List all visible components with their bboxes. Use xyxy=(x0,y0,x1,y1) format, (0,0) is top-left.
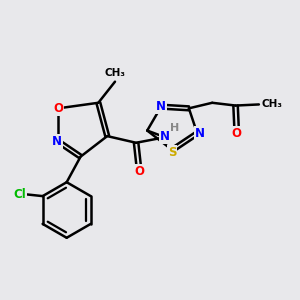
Text: CH₃: CH₃ xyxy=(104,68,125,78)
Text: N: N xyxy=(156,100,166,113)
Text: CH₃: CH₃ xyxy=(262,99,283,110)
Text: N: N xyxy=(160,130,170,143)
Text: O: O xyxy=(134,165,144,178)
Text: O: O xyxy=(232,128,242,140)
Text: Cl: Cl xyxy=(13,188,26,201)
Text: N: N xyxy=(195,127,205,140)
Text: H: H xyxy=(170,123,180,133)
Text: O: O xyxy=(53,102,63,115)
Text: S: S xyxy=(168,146,176,159)
Text: N: N xyxy=(52,135,62,148)
